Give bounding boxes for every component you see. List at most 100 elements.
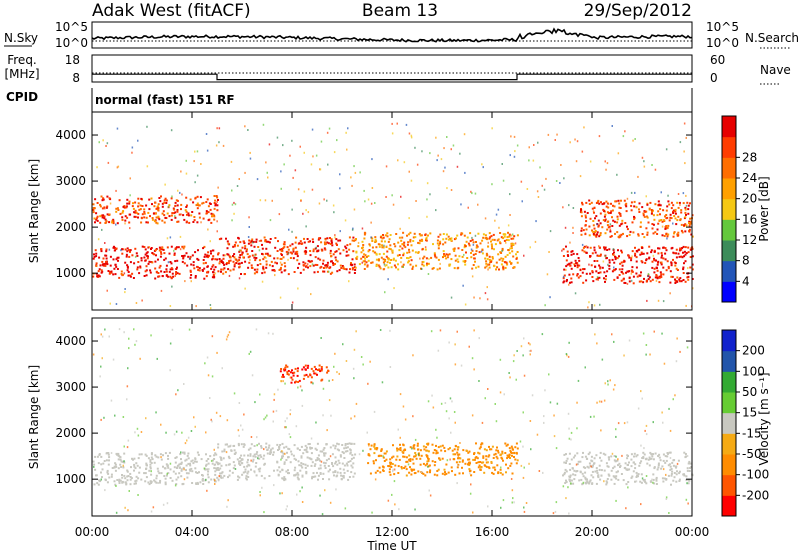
scatter-cell (136, 427, 139, 430)
scatter-cell (100, 478, 102, 481)
scatter-cell (302, 268, 305, 271)
scatter-cell (227, 476, 229, 479)
colorbar-frame (721, 115, 737, 303)
scatter-cell (247, 448, 250, 451)
scatter-cell (502, 257, 505, 260)
scatter-cell (394, 245, 397, 248)
scatter-cell (399, 436, 401, 439)
scatter-cell (168, 204, 171, 207)
scatter-cell (672, 464, 675, 467)
scatter-cell (128, 255, 131, 258)
scatter-cell (95, 272, 98, 275)
scatter-cell (569, 141, 571, 144)
scatter-cell (213, 195, 216, 197)
scatter-cell (166, 212, 169, 215)
scatter-cell (630, 476, 633, 479)
scatter-cell (614, 460, 617, 463)
scatter-cell (202, 483, 205, 485)
scatter-cell (680, 223, 683, 226)
scatter-cell (460, 232, 463, 235)
scatter-cell (214, 199, 217, 202)
scatter-cell (626, 457, 629, 460)
scatter-cell (317, 238, 320, 241)
scatter-cell (121, 274, 124, 276)
scatter-cell (174, 472, 177, 475)
scatter-cell (684, 208, 687, 211)
scatter-cell (203, 277, 206, 280)
scatter-cell (595, 482, 598, 485)
colorbar-swatch (722, 198, 736, 220)
scatter-cell (382, 252, 385, 255)
scatter-cell (648, 464, 651, 467)
scatter-cell (213, 458, 216, 460)
scatter-cell (247, 129, 249, 131)
scatter-cell (644, 458, 647, 461)
scatter-cell (124, 288, 126, 290)
scatter-cell (224, 443, 227, 446)
scatter-cell (295, 236, 298, 239)
scatter-cell (163, 199, 166, 202)
scatter-cell (403, 241, 406, 244)
scatter-cell (684, 246, 687, 249)
scatter-cell (677, 231, 680, 234)
scatter-cell (630, 209, 633, 212)
scatter-cell (458, 460, 461, 463)
scatter-cell (388, 465, 391, 468)
scatter-cell (195, 460, 198, 463)
scatter-cell (320, 140, 323, 143)
scatter-cell (487, 505, 489, 508)
scatter-cell (659, 459, 662, 462)
scatter-cell (563, 280, 566, 283)
scatter-cell (361, 246, 364, 249)
scatter-cell (653, 250, 656, 253)
scatter-cell (254, 254, 256, 257)
scatter-cell (654, 259, 657, 262)
scatter-cell (360, 251, 363, 254)
scatter-cell (353, 165, 355, 168)
scatter-cell (186, 213, 188, 216)
scatter-cell (599, 451, 602, 454)
scatter-cell (488, 445, 490, 448)
scatter-cell (189, 469, 192, 472)
scatter-cell (580, 233, 583, 236)
scatter-cell (663, 362, 666, 365)
scatter-cell (287, 456, 289, 459)
scatter-cell (170, 267, 173, 270)
scatter-cell (350, 264, 353, 267)
scatter-cell (420, 234, 423, 237)
scatter-cell (135, 479, 138, 482)
scatter-cell (661, 234, 664, 237)
scatter-cell (311, 188, 314, 191)
scatter-cell (101, 263, 104, 266)
scatter-cell (302, 463, 305, 466)
scatter-cell (149, 460, 152, 463)
scatter-cell (182, 466, 185, 469)
scatter-cell (676, 269, 679, 271)
scatter-cell (319, 459, 321, 462)
scatter-cell (580, 208, 582, 211)
scatter-cell (593, 249, 596, 252)
scatter-cell (618, 255, 620, 258)
scatter-cell (400, 466, 403, 468)
scatter-cell (213, 268, 216, 271)
scatter-cell (686, 469, 689, 472)
scatter-cell (278, 446, 281, 448)
scatter-cell (283, 461, 286, 464)
scatter-cell (666, 205, 669, 208)
scatter-cell (107, 453, 110, 456)
scatter-cell (613, 261, 616, 264)
scatter-cell (107, 270, 110, 272)
scatter-cell (628, 256, 631, 259)
scatter-cell (443, 468, 446, 471)
scatter-cell (289, 461, 292, 464)
scatter-cell (279, 268, 282, 271)
scatter-cell (684, 216, 687, 219)
scatter-cell (209, 203, 212, 205)
scatter-cell (345, 360, 348, 362)
scatter-cell (287, 252, 290, 255)
scatter-cell (162, 454, 164, 457)
scatter-cell (278, 466, 281, 469)
scatter-cell (176, 199, 179, 202)
scatter-cell (214, 473, 217, 476)
scatter-cell (340, 267, 343, 269)
